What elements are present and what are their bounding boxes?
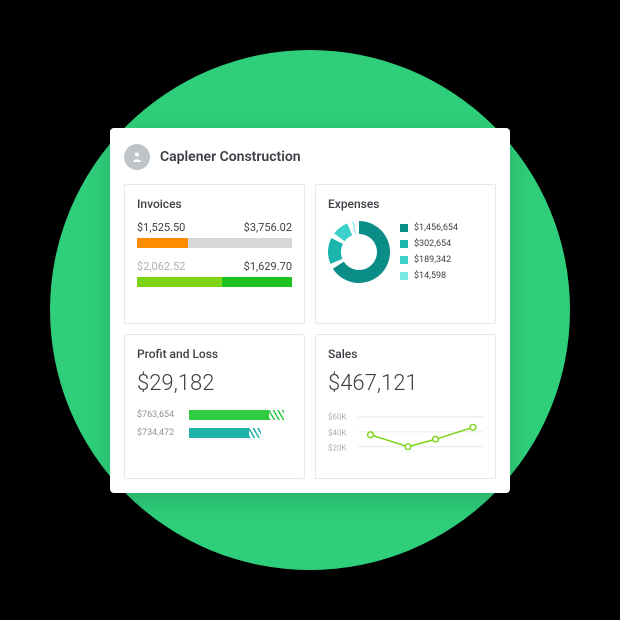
legend-label: $1,456,654: [414, 223, 458, 233]
invoices-row-1: $1,525.50 $3,756.02: [137, 221, 292, 234]
sales-line-chart: $60K $40K $20K: [328, 402, 483, 464]
dashboard-card: Caplener Construction Invoices $1,525.50…: [110, 128, 510, 493]
pl-title: Profit and Loss: [137, 347, 292, 361]
panel-expenses[interactable]: Expenses $1,456,654 $302,654 $189,342 $14,5…: [315, 184, 496, 324]
company-avatar: [124, 144, 150, 170]
expenses-title: Expenses: [328, 197, 483, 211]
card-header: Caplener Construction: [124, 144, 496, 170]
pl-total: $29,182: [137, 371, 292, 396]
sales-title: Sales: [328, 347, 483, 361]
invoices-bar-1: [137, 238, 292, 248]
invoices-bar-2: [137, 277, 292, 287]
invoices-title: Invoices: [137, 197, 292, 211]
legend-item: $1,456,654: [400, 223, 458, 233]
sales-ytick: $60K: [328, 413, 347, 422]
panel-profit-loss[interactable]: Profit and Loss $29,182 $763,654 $734,472: [124, 334, 305, 479]
invoices-row2-right: $1,629.70: [244, 260, 292, 273]
sales-ytick: $40K: [328, 428, 347, 437]
legend-swatch: [400, 272, 408, 280]
pl-bar: [189, 410, 292, 420]
legend-item: $14,598: [400, 271, 458, 281]
panel-sales[interactable]: Sales $467,121 $60K $40K $20K: [315, 334, 496, 479]
pl-row: $763,654: [137, 410, 292, 420]
pl-row: $734,472: [137, 428, 292, 438]
expenses-legend: $1,456,654 $302,654 $189,342 $14,598: [400, 223, 458, 281]
panel-grid: Invoices $1,525.50 $3,756.02 $2,062.52 $…: [124, 184, 496, 479]
invoices-row2-left: $2,062.52: [137, 260, 185, 273]
company-name: Caplener Construction: [160, 149, 301, 165]
legend-item: $189,342: [400, 255, 458, 265]
expenses-donut-chart: [328, 221, 390, 283]
invoices-row1-left: $1,525.50: [137, 221, 185, 234]
legend-label: $189,342: [414, 255, 451, 265]
pl-row-label: $763,654: [137, 410, 181, 420]
invoices-row-2: $2,062.52 $1,629.70: [137, 260, 292, 273]
pl-row-label: $734,472: [137, 428, 181, 438]
legend-item: $302,654: [400, 239, 458, 249]
legend-swatch: [400, 240, 408, 248]
panel-invoices[interactable]: Invoices $1,525.50 $3,756.02 $2,062.52 $…: [124, 184, 305, 324]
invoices-row1-right: $3,756.02: [244, 221, 292, 234]
avatar-icon: [131, 151, 143, 163]
legend-swatch: [400, 256, 408, 264]
pl-bar: [189, 428, 292, 438]
legend-label: $302,654: [414, 239, 451, 249]
legend-swatch: [400, 224, 408, 232]
sales-ytick: $20K: [328, 444, 347, 453]
legend-label: $14,598: [414, 271, 446, 281]
sales-total: $467,121: [328, 371, 483, 396]
